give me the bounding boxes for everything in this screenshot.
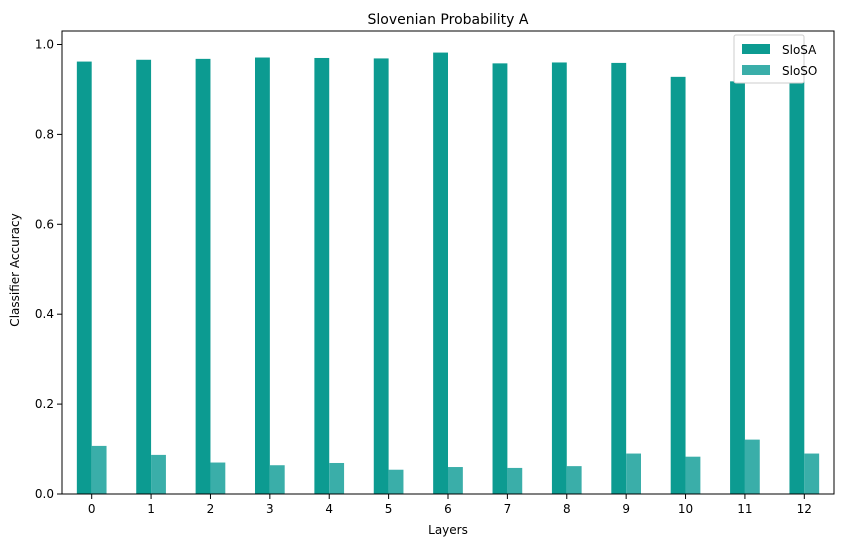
x-tick-label: 5 (385, 502, 393, 516)
y-tick-label: 0.4 (35, 307, 54, 321)
x-axis-label: Layers (428, 523, 468, 537)
bar-sloso-layer-12 (804, 453, 820, 494)
bar-slosa-layer-0 (76, 61, 92, 495)
plot-frame (61, 30, 835, 495)
y-tick-label: 0.0 (35, 487, 54, 501)
legend-swatch-slosa (742, 44, 770, 54)
bar-sloso-layer-8 (566, 466, 582, 494)
bar-sloso-layer-6 (448, 467, 463, 494)
legend-swatch-sloso (742, 65, 770, 75)
x-tick-label: 4 (325, 502, 333, 516)
y-axis-label: Classifier Accuracy (8, 213, 22, 326)
y-tick-label: 0.2 (35, 397, 54, 411)
x-tick-label: 10 (678, 502, 693, 516)
bar-slosa-layer-11 (730, 81, 745, 494)
y-tick-label: 0.6 (35, 217, 54, 231)
bar-slosa-layer-3 (255, 57, 270, 494)
y-tick-label: 0.8 (35, 127, 54, 141)
bar-sloso-layer-7 (507, 467, 523, 494)
bar-slosa-layer-12 (789, 69, 805, 494)
x-tick-label: 7 (504, 502, 512, 516)
bars-group (76, 52, 820, 495)
legend-label-slosa: SloSA (782, 43, 817, 57)
bar-sloso-layer-11 (744, 439, 760, 494)
bar-sloso-layer-0 (91, 445, 107, 494)
chart-title: Slovenian Probability A (368, 12, 529, 28)
bar-slosa-layer-2 (195, 58, 211, 494)
bar-sloso-layer-9 (626, 453, 641, 494)
bar-slosa-layer-9 (611, 62, 627, 495)
bar-sloso-layer-5 (388, 469, 404, 494)
bar-sloso-layer-10 (685, 456, 701, 494)
bar-slosa-layer-8 (551, 62, 567, 495)
bar-sloso-layer-4 (329, 462, 345, 494)
bar-slosa-layer-6 (433, 52, 448, 495)
bar-slosa-layer-5 (373, 58, 389, 495)
x-tick-label: 12 (797, 502, 812, 516)
bar-slosa-layer-4 (314, 57, 330, 494)
x-tick-label: 3 (266, 502, 274, 516)
bar-sloso-layer-1 (151, 454, 166, 494)
bar-slosa-layer-1 (136, 59, 152, 495)
x-tick-label: 9 (622, 502, 630, 516)
x-tick-label: 1 (147, 502, 155, 516)
x-axis-ticks: 0 1 2 3 4 5 6 7 8 9 10 11 12 (88, 494, 812, 516)
x-tick-label: 2 (207, 502, 215, 516)
x-tick-label: 11 (737, 502, 752, 516)
x-tick-label: 6 (444, 502, 452, 516)
x-tick-label: 8 (563, 502, 571, 516)
x-tick-label: 0 (88, 502, 96, 516)
y-tick-label: 1.0 (35, 37, 54, 51)
bar-slosa-layer-10 (670, 76, 686, 494)
legend: SloSA SloSO (733, 34, 817, 84)
bar-sloso-layer-2 (210, 462, 226, 494)
bar-slosa-layer-7 (492, 63, 508, 494)
bar-sloso-layer-3 (269, 465, 285, 494)
legend-label-sloso: SloSO (782, 64, 817, 78)
y-axis-ticks: 0.0 0.2 0.4 0.6 0.8 1.0 (35, 37, 62, 501)
